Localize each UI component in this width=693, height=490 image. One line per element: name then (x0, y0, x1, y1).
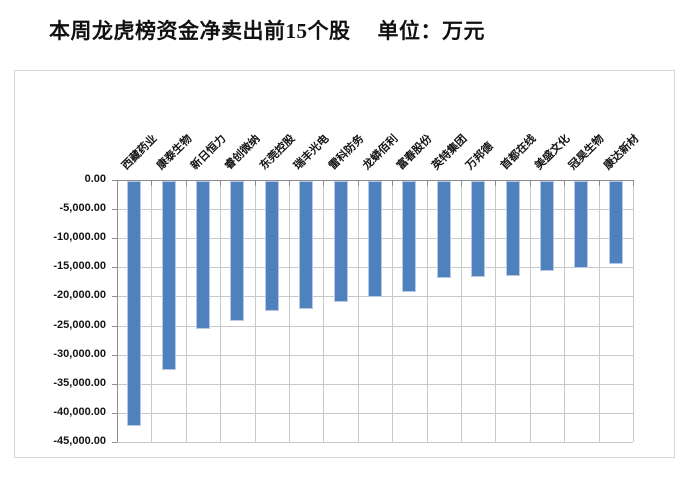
bar-4 (230, 181, 244, 321)
category-label: 美盛文化 (532, 132, 573, 173)
v-gridline (186, 180, 187, 442)
x-tick-mark (564, 180, 565, 186)
x-tick-mark (289, 180, 290, 186)
x-tick-mark (151, 180, 152, 186)
y-tick-label: -45,000.00 (53, 435, 106, 447)
bar-5 (265, 181, 279, 311)
category-label: 英特集团 (429, 132, 470, 173)
category-label: 康达新材 (601, 132, 642, 173)
category-label: 富春股份 (394, 132, 435, 173)
bar-11 (471, 181, 485, 277)
category-label: 东莞控股 (257, 132, 298, 173)
v-gridline (461, 180, 462, 442)
v-gridline (530, 180, 531, 442)
y-tick-label: 0.00 (84, 173, 106, 185)
v-gridline (255, 180, 256, 442)
y-tick-label: -25,000.00 (53, 319, 106, 331)
bar-2 (162, 181, 176, 370)
v-gridline (599, 180, 600, 442)
v-gridline (323, 180, 324, 442)
h-gridline (117, 413, 633, 414)
y-tick-mark (112, 384, 117, 385)
bar-7 (334, 181, 348, 302)
x-tick-mark (495, 180, 496, 186)
h-gridline (117, 442, 633, 443)
h-gridline (117, 326, 633, 327)
category-axis-line (117, 180, 633, 181)
chart-unit-label: 单位：万元 (377, 19, 485, 43)
y-tick-label: -40,000.00 (53, 406, 106, 418)
x-tick-mark (427, 180, 428, 186)
x-tick-mark (633, 180, 634, 186)
x-tick-mark (255, 180, 256, 186)
y-tick-mark (112, 267, 117, 268)
bar-8 (368, 181, 382, 297)
chart-frame: 0.00 -5,000.00 -10,000.00 -15,000.00 -20,000… (14, 70, 675, 458)
bar-15 (609, 181, 623, 264)
y-tick-mark (112, 442, 117, 443)
x-tick-mark (323, 180, 324, 186)
y-tick-mark (112, 326, 117, 327)
bar-12 (506, 181, 520, 276)
h-gridline (117, 384, 633, 385)
category-label: 雷科防务 (326, 132, 367, 173)
category-label: 冠昊生物 (566, 132, 607, 173)
x-tick-mark (358, 180, 359, 186)
y-tick-mark (112, 238, 117, 239)
y-tick-mark (112, 180, 117, 181)
y-tick-label: -15,000.00 (53, 260, 106, 272)
category-label: 新日恒力 (188, 132, 229, 173)
v-gridline (495, 180, 496, 442)
bar-6 (299, 181, 313, 309)
category-label: 瑞丰光电 (291, 132, 332, 173)
bar-13 (540, 181, 554, 271)
x-tick-mark (461, 180, 462, 186)
y-tick-label: -20,000.00 (53, 289, 106, 301)
y-tick-label: -10,000.00 (53, 231, 106, 243)
y-tick-mark (112, 355, 117, 356)
x-tick-mark (530, 180, 531, 186)
category-label: 康泰生物 (154, 132, 195, 173)
category-label: 睿创微纳 (222, 132, 263, 173)
bar-3 (196, 181, 210, 329)
y-tick-label: -30,000.00 (53, 348, 106, 360)
v-gridline (564, 180, 565, 442)
x-tick-mark (186, 180, 187, 186)
category-label: 万邦德 (463, 140, 496, 173)
y-axis-line (117, 180, 118, 442)
y-tick-label: -35,000.00 (53, 377, 106, 389)
bar-10 (437, 181, 451, 278)
y-tick-label: -5,000.00 (59, 202, 106, 214)
x-tick-mark (220, 180, 221, 186)
v-gridline (151, 180, 152, 442)
v-gridline (289, 180, 290, 442)
chart-title-row: 本周龙虎榜资金净卖出前15个股 单位：万元 (49, 15, 485, 45)
v-gridline (220, 180, 221, 442)
v-gridline (427, 180, 428, 442)
chart-title: 本周龙虎榜资金净卖出前15个股 (49, 19, 351, 43)
y-tick-mark (112, 209, 117, 210)
v-gridline (358, 180, 359, 442)
y-tick-mark (112, 296, 117, 297)
v-gridline (633, 180, 634, 442)
bar-14 (574, 181, 588, 268)
y-tick-mark (112, 413, 117, 414)
x-tick-mark (599, 180, 600, 186)
category-label: 首都在线 (498, 132, 539, 173)
v-gridline (392, 180, 393, 442)
category-label: 西藏药业 (119, 132, 160, 173)
x-tick-mark (392, 180, 393, 186)
x-tick-mark (117, 180, 118, 186)
category-label: 龙蟒佰利 (360, 132, 401, 173)
bar-9 (402, 181, 416, 292)
bar-1 (127, 181, 141, 426)
h-gridline (117, 355, 633, 356)
